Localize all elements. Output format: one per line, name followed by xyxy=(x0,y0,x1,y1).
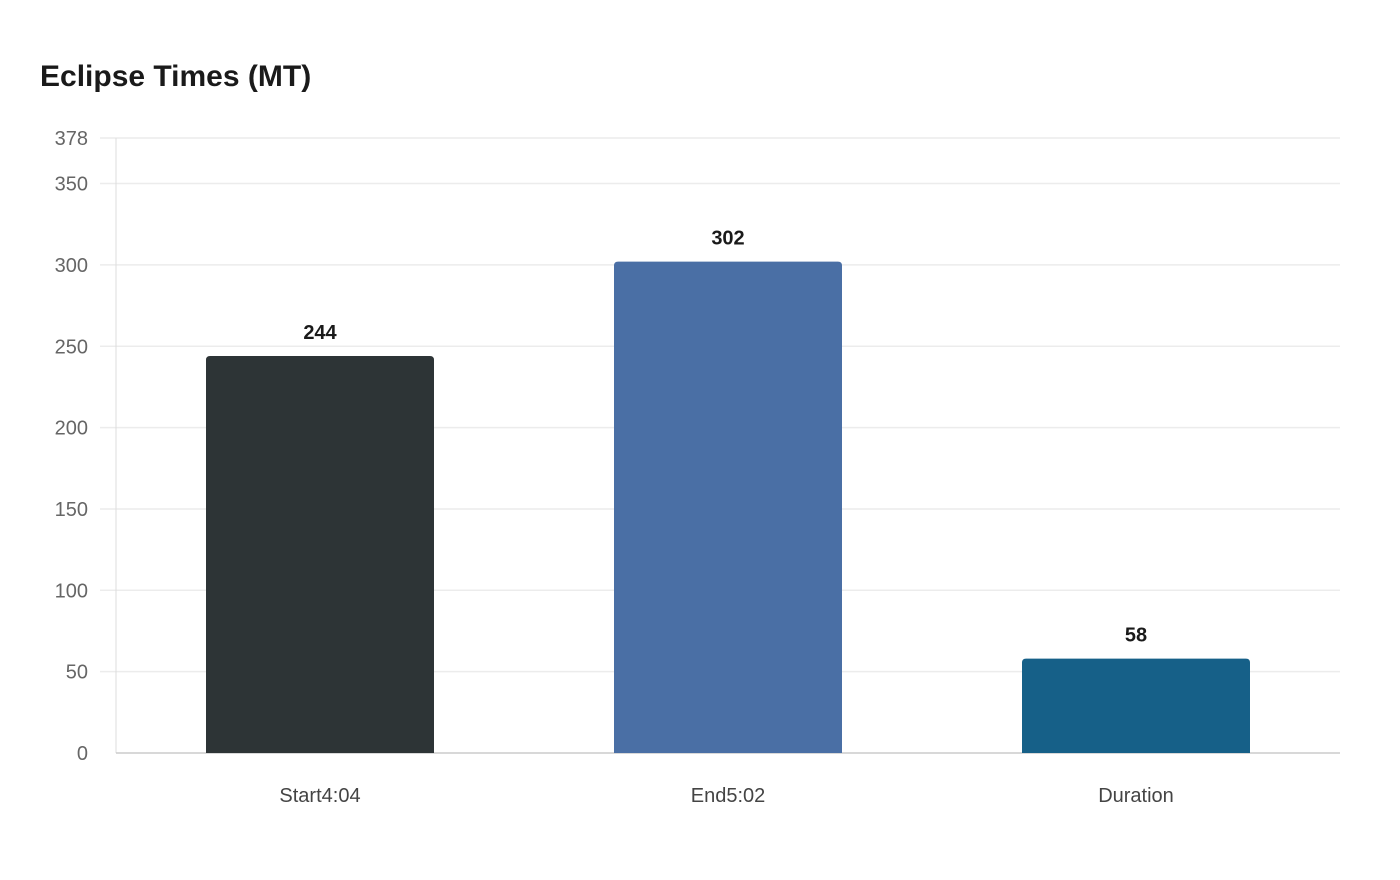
x-tick-label: End5:02 xyxy=(691,785,766,807)
y-tick-label: 0 xyxy=(77,743,88,765)
x-tick-label: Start4:04 xyxy=(279,785,360,807)
y-tick-label: 100 xyxy=(55,580,88,602)
y-tick-label: 350 xyxy=(55,174,88,196)
data-label: 58 xyxy=(1125,625,1147,647)
x-tick-label: Duration xyxy=(1098,785,1174,807)
bar-2 xyxy=(1022,658,1250,753)
y-tick-label: 250 xyxy=(55,336,88,358)
y-tick-label: 150 xyxy=(55,499,88,521)
data-label: 302 xyxy=(711,228,744,250)
y-tick-label: 200 xyxy=(55,418,88,440)
data-label: 244 xyxy=(303,322,337,344)
y-tick-label: 378 xyxy=(55,128,88,150)
chart-title: Eclipse Times (MT) xyxy=(40,60,312,93)
bar-1 xyxy=(614,261,842,753)
y-tick-label: 300 xyxy=(55,255,88,277)
bar-0 xyxy=(206,356,434,753)
y-tick-label: 50 xyxy=(66,662,88,684)
